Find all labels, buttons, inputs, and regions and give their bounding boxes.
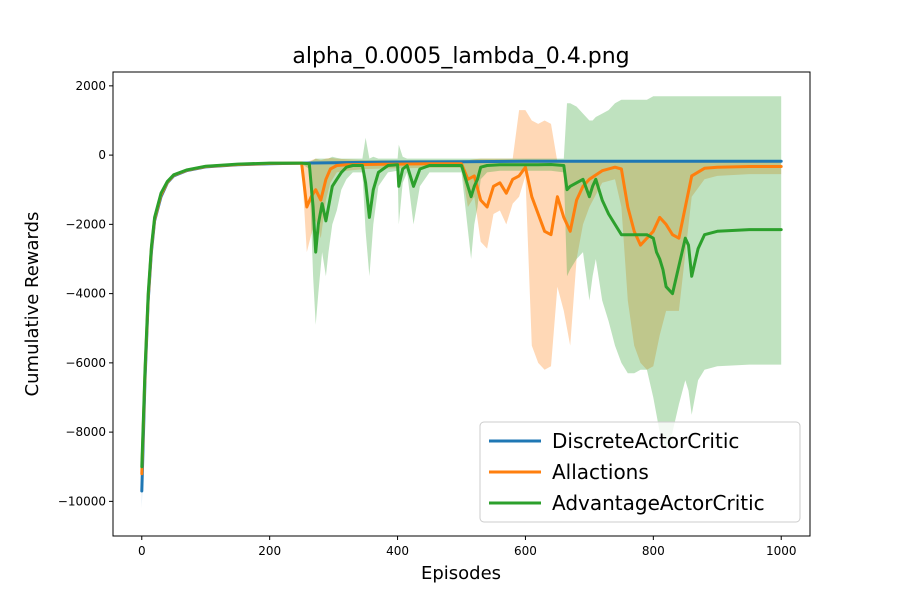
legend: DiscreteActorCritic Allactions AdvantageAc… xyxy=(479,421,801,523)
series-line-advantageactorcritic xyxy=(140,161,783,469)
confidence-bands xyxy=(141,96,782,509)
legend-label: AdvantageActorCritic xyxy=(552,491,765,515)
y-tick-label: 2000 xyxy=(75,79,106,93)
y-tick-label: −2000 xyxy=(65,217,106,231)
y-tick-label: −8000 xyxy=(65,425,106,439)
legend-label: DiscreteActorCritic xyxy=(552,429,739,453)
x-axis-title: Episodes xyxy=(421,563,501,584)
x-tick-label: 600 xyxy=(514,544,537,558)
x-tick-label: 400 xyxy=(386,544,409,558)
series-lines xyxy=(140,159,783,493)
x-tick-label: 0 xyxy=(138,544,146,558)
legend-label: Allactions xyxy=(552,460,649,484)
y-tick-label: 0 xyxy=(98,148,106,162)
y-axis: 2000 0 −2000 −4000 −6000 −8000 −10000 xyxy=(58,79,113,508)
band-advantageactorcritic xyxy=(141,96,782,478)
y-tick-label: −10000 xyxy=(58,494,106,508)
band-allactions xyxy=(141,110,782,485)
x-axis: 0 200 400 600 800 1000 xyxy=(138,536,797,558)
y-axis-title: Cumulative Rewards xyxy=(22,212,43,397)
chart-title: alpha_0.0005_lambda_0.4.png xyxy=(292,44,629,69)
legend-box xyxy=(479,421,801,523)
y-tick-label: −6000 xyxy=(65,356,106,370)
plot-frame xyxy=(112,71,811,537)
x-tick-label: 800 xyxy=(642,544,665,558)
y-tick-label: −4000 xyxy=(65,287,106,301)
x-tick-label: 1000 xyxy=(766,544,797,558)
x-tick-label: 200 xyxy=(258,544,281,558)
